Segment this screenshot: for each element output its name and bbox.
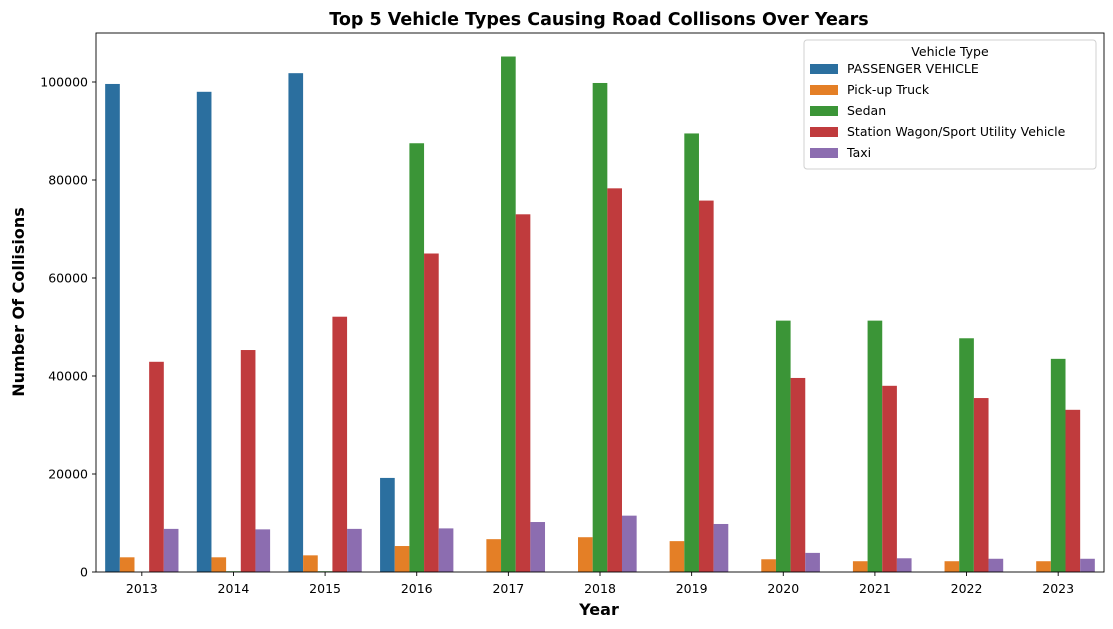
bar-pick-up-truck-2017 (486, 539, 502, 572)
bar-sedan-2021 (867, 320, 883, 572)
legend-title: Vehicle Type (911, 44, 989, 59)
bar-station-wagon-sport-utility-vehicle-2022 (973, 398, 989, 572)
bar-station-wagon-sport-utility-vehicle-2014 (240, 350, 256, 572)
legend-swatch (810, 106, 838, 116)
legend: Vehicle Type PASSENGER VEHICLE Pick-up Tru… (803, 39, 1097, 170)
legend-swatch (810, 64, 838, 74)
bar-pick-up-truck-2020 (761, 559, 776, 572)
bar-taxi-2017 (530, 522, 546, 572)
bar-passenger-vehicle-2015 (288, 73, 304, 573)
bar-taxi-2018 (621, 515, 637, 572)
bar-pick-up-truck-2018 (578, 537, 593, 572)
bar-sedan-2018 (592, 82, 608, 572)
x-tick-label: 2018 (584, 581, 616, 596)
legend-swatch (810, 148, 838, 158)
bar-taxi-2020 (805, 552, 820, 572)
bar-pick-up-truck-2023 (1036, 561, 1051, 572)
x-tick-label: 2021 (859, 581, 891, 596)
x-tick-label: 2017 (492, 581, 524, 596)
x-tick-label: 2013 (126, 581, 158, 596)
bar-taxi-2019 (713, 523, 729, 572)
bar-passenger-vehicle-2016 (380, 477, 395, 572)
bar-pick-up-truck-2016 (394, 546, 410, 572)
bar-station-wagon-sport-utility-vehicle-2013 (149, 361, 164, 572)
x-tick-label: 2019 (676, 581, 708, 596)
bar-taxi-2015 (347, 528, 362, 572)
bar-station-wagon-sport-utility-vehicle-2023 (1065, 409, 1081, 572)
bar-station-wagon-sport-utility-vehicle-2018 (607, 188, 622, 572)
x-axis-title: Year (578, 600, 619, 619)
y-tick-label: 0 (80, 565, 88, 580)
x-tick-label: 2022 (951, 581, 983, 596)
x-tick-label: 2014 (218, 581, 250, 596)
bar-sedan-2020 (775, 320, 791, 572)
x-tick-label: 2016 (401, 581, 433, 596)
axes-group: 0 20000 40000 60000 80000 100000 2013 2014 2015 2… (40, 32, 1105, 596)
bar-station-wagon-sport-utility-vehicle-2015 (332, 316, 348, 572)
bar-sedan-2022 (959, 338, 974, 572)
x-tick-label: 2023 (1042, 581, 1074, 596)
legend-label: Station Wagon/Sport Utility Vehicle (847, 124, 1066, 139)
chart-title: Top 5 Vehicle Types Causing Road Colliso… (329, 10, 868, 30)
bars-group (105, 56, 1095, 573)
legend-swatch (810, 85, 838, 95)
x-tick-label: 2020 (767, 581, 799, 596)
bar-passenger-vehicle-2013 (105, 83, 120, 573)
bar-taxi-2014 (255, 529, 271, 572)
bar-station-wagon-sport-utility-vehicle-2019 (698, 200, 714, 572)
y-tick-label: 80000 (48, 173, 88, 188)
bar-passenger-vehicle-2014 (196, 91, 212, 573)
legend-label: Taxi (846, 145, 871, 160)
bar-pick-up-truck-2013 (119, 557, 135, 572)
bar-sedan-2016 (409, 143, 425, 572)
bar-pick-up-truck-2019 (669, 541, 685, 572)
bar-sedan-2019 (684, 133, 699, 572)
legend-label: Pick-up Truck (847, 82, 930, 97)
y-axis-title: Number Of Collisions (9, 207, 28, 396)
legend-swatch (810, 127, 838, 137)
bar-station-wagon-sport-utility-vehicle-2017 (515, 214, 531, 573)
legend-label: Sedan (847, 103, 886, 118)
bar-pick-up-truck-2014 (211, 557, 227, 572)
y-tick-label: 60000 (48, 271, 88, 286)
legend-label: PASSENGER VEHICLE (847, 61, 979, 76)
bar-pick-up-truck-2021 (852, 561, 868, 572)
y-tick-label: 20000 (48, 467, 88, 482)
bar-pick-up-truck-2015 (303, 555, 318, 572)
bar-station-wagon-sport-utility-vehicle-2020 (790, 377, 806, 572)
bar-station-wagon-sport-utility-vehicle-2021 (882, 385, 897, 572)
x-tick-label: 2015 (309, 581, 341, 596)
bar-station-wagon-sport-utility-vehicle-2016 (424, 253, 439, 572)
bar-taxi-2023 (1080, 558, 1095, 572)
y-tick-label: 100000 (40, 75, 88, 90)
bar-taxi-2013 (163, 528, 179, 572)
legend-box (803, 39, 1097, 170)
bar-taxi-2016 (438, 528, 454, 572)
bar-sedan-2023 (1050, 358, 1066, 572)
y-tick-label: 40000 (48, 369, 88, 384)
bar-pick-up-truck-2022 (944, 561, 960, 572)
bar-taxi-2022 (988, 558, 1004, 572)
bar-taxi-2021 (896, 558, 912, 572)
bar-sedan-2017 (501, 56, 516, 572)
